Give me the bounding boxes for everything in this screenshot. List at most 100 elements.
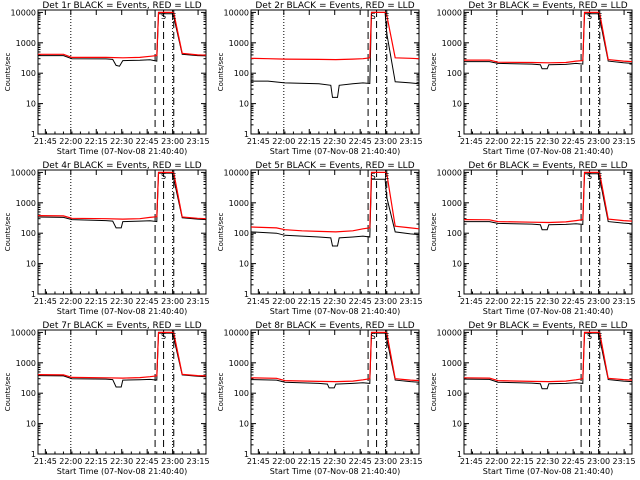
- marker-s-2: S: [371, 12, 376, 21]
- y-tick-label-1-1: 1: [31, 130, 36, 139]
- plot-frame-7: [37, 329, 207, 455]
- y-tick-label-4-2: 10: [26, 260, 36, 269]
- y-tick-label-5-4: 1000: [229, 199, 249, 208]
- x-axis-title-1: Start Time (07-Nov-08 21:40:40): [57, 147, 187, 156]
- y-tick-label-3-1: 1: [457, 130, 462, 139]
- x-tick-label-1-6: 23:00: [161, 137, 184, 146]
- x-tick-label-6-7: 23:15: [613, 297, 636, 306]
- y-tick-label-7-4: 1000: [16, 359, 36, 368]
- lld-line-5: [250, 171, 420, 233]
- events-line-7: [37, 332, 207, 388]
- events-line-6: [464, 173, 633, 231]
- marker-e-8: E: [384, 332, 389, 341]
- y-tick-label-8-1: 1: [244, 450, 249, 459]
- events-line-9: [463, 332, 633, 390]
- panel-title-7: Det 7r BLACK = Events, RED = LLD: [42, 321, 201, 331]
- y-tick-label-9-2: 10: [452, 420, 462, 429]
- marker-s-9: S: [587, 332, 592, 341]
- x-tick-label-2-6: 23:00: [374, 137, 397, 146]
- plot-frame-4: [37, 169, 207, 295]
- marker-s-5: S: [371, 172, 376, 181]
- y-tick-label-5-1: 1: [244, 290, 249, 299]
- x-tick-label-2-2: 22:00: [272, 137, 295, 146]
- x-axis-title-7: Start Time (07-Nov-08 21:40:40): [57, 467, 187, 476]
- events-line-5: [250, 178, 420, 247]
- x-tick-label-5-3: 22:15: [298, 297, 321, 306]
- events-line-3: [464, 13, 633, 70]
- x-tick-label-1-1: 21:45: [34, 137, 57, 146]
- x-tick-label-9-7: 23:15: [613, 457, 636, 466]
- plot-frame-3: [463, 9, 633, 135]
- plot-frame-1: [37, 9, 207, 135]
- x-tick-label-7-6: 23:00: [161, 457, 184, 466]
- y-axis-title-3: Counts/sec: [430, 53, 438, 92]
- x-tick-label-3-5: 22:45: [562, 137, 585, 146]
- y-axis-title-9: Counts/sec: [430, 373, 438, 412]
- panel-title-6: Det 6r BLACK = Events, RED = LLD: [468, 161, 627, 171]
- x-tick-label-5-6: 23:00: [374, 297, 397, 306]
- y-tick-label-4-4: 1000: [16, 199, 36, 208]
- y-tick-label-3-4: 1000: [442, 39, 462, 48]
- lld-line-9: [463, 331, 633, 383]
- marker-e-5: E: [384, 172, 389, 181]
- x-tick-label-2-3: 22:15: [298, 137, 321, 146]
- x-tick-label-7-2: 22:00: [59, 457, 82, 466]
- x-tick-label-4-3: 22:15: [85, 297, 108, 306]
- y-axis-title-8: Counts/sec: [217, 373, 225, 412]
- y-tick-label-7-3: 100: [21, 389, 36, 398]
- x-tick-label-8-5: 22:45: [349, 457, 372, 466]
- lld-line-7: [37, 331, 207, 379]
- x-tick-label-7-1: 21:45: [34, 457, 57, 466]
- lld-line-8: [250, 331, 420, 383]
- x-tick-label-3-4: 22:30: [536, 137, 559, 146]
- x-tick-label-9-6: 23:00: [587, 457, 610, 466]
- x-tick-label-6-2: 22:00: [485, 297, 508, 306]
- plot-frame-8: [250, 329, 420, 455]
- lld-line-1: [38, 11, 207, 59]
- marker-s-6: S: [587, 172, 592, 181]
- x-tick-label-2-7: 23:15: [400, 137, 423, 146]
- panel-title-3: Det 3r BLACK = Events, RED = LLD: [468, 1, 627, 11]
- x-axis-title-4: Start Time (07-Nov-08 21:40:40): [57, 307, 187, 316]
- y-tick-label-5-5: 10000: [224, 168, 249, 177]
- y-tick-label-7-2: 10: [26, 420, 36, 429]
- x-tick-label-7-7: 23:15: [187, 457, 210, 466]
- x-tick-label-3-3: 22:15: [511, 137, 534, 146]
- panel-title-1: Det 1r BLACK = Events, RED = LLD: [42, 1, 201, 11]
- y-tick-label-8-4: 1000: [229, 359, 249, 368]
- x-tick-label-3-2: 22:00: [485, 137, 508, 146]
- marker-e-7: E: [171, 332, 176, 341]
- marker-s-8: S: [371, 332, 376, 341]
- y-tick-label-3-2: 10: [452, 100, 462, 109]
- marker-e-3: E: [597, 12, 602, 21]
- x-tick-label-6-1: 21:45: [460, 297, 483, 306]
- y-tick-label-9-4: 1000: [442, 359, 462, 368]
- marker-e-4: E: [171, 172, 176, 181]
- x-tick-label-3-6: 23:00: [587, 137, 610, 146]
- x-tick-label-1-7: 23:15: [187, 137, 210, 146]
- y-tick-label-5-2: 10: [239, 260, 249, 269]
- x-tick-label-5-5: 22:45: [349, 297, 372, 306]
- x-tick-label-7-5: 22:45: [136, 457, 159, 466]
- events-line-1: [38, 13, 207, 67]
- x-tick-label-6-4: 22:30: [536, 297, 559, 306]
- x-tick-label-5-4: 22:30: [323, 297, 346, 306]
- y-tick-label-1-2: 10: [26, 100, 36, 109]
- y-tick-label-4-5: 10000: [11, 168, 36, 177]
- marker-s-7: S: [161, 332, 166, 341]
- plot-frame-6: [463, 169, 633, 295]
- y-tick-label-9-3: 100: [447, 389, 462, 398]
- y-tick-label-1-4: 1000: [16, 39, 36, 48]
- x-axis-title-9: Start Time (07-Nov-08 21:40:40): [483, 467, 613, 476]
- y-tick-label-9-1: 1: [457, 450, 462, 459]
- x-tick-label-8-7: 23:15: [400, 457, 423, 466]
- lld-line-3: [464, 11, 633, 64]
- panel-title-4: Det 4r BLACK = Events, RED = LLD: [42, 161, 201, 171]
- x-axis-title-8: Start Time (07-Nov-08 21:40:40): [270, 467, 400, 476]
- y-axis-title-4: Counts/sec: [4, 213, 12, 252]
- x-tick-label-9-4: 22:30: [536, 457, 559, 466]
- y-tick-label-7-1: 1: [31, 450, 36, 459]
- y-axis-title-5: Counts/sec: [217, 213, 225, 252]
- y-tick-label-4-3: 100: [21, 229, 36, 238]
- x-tick-label-9-3: 22:15: [511, 457, 534, 466]
